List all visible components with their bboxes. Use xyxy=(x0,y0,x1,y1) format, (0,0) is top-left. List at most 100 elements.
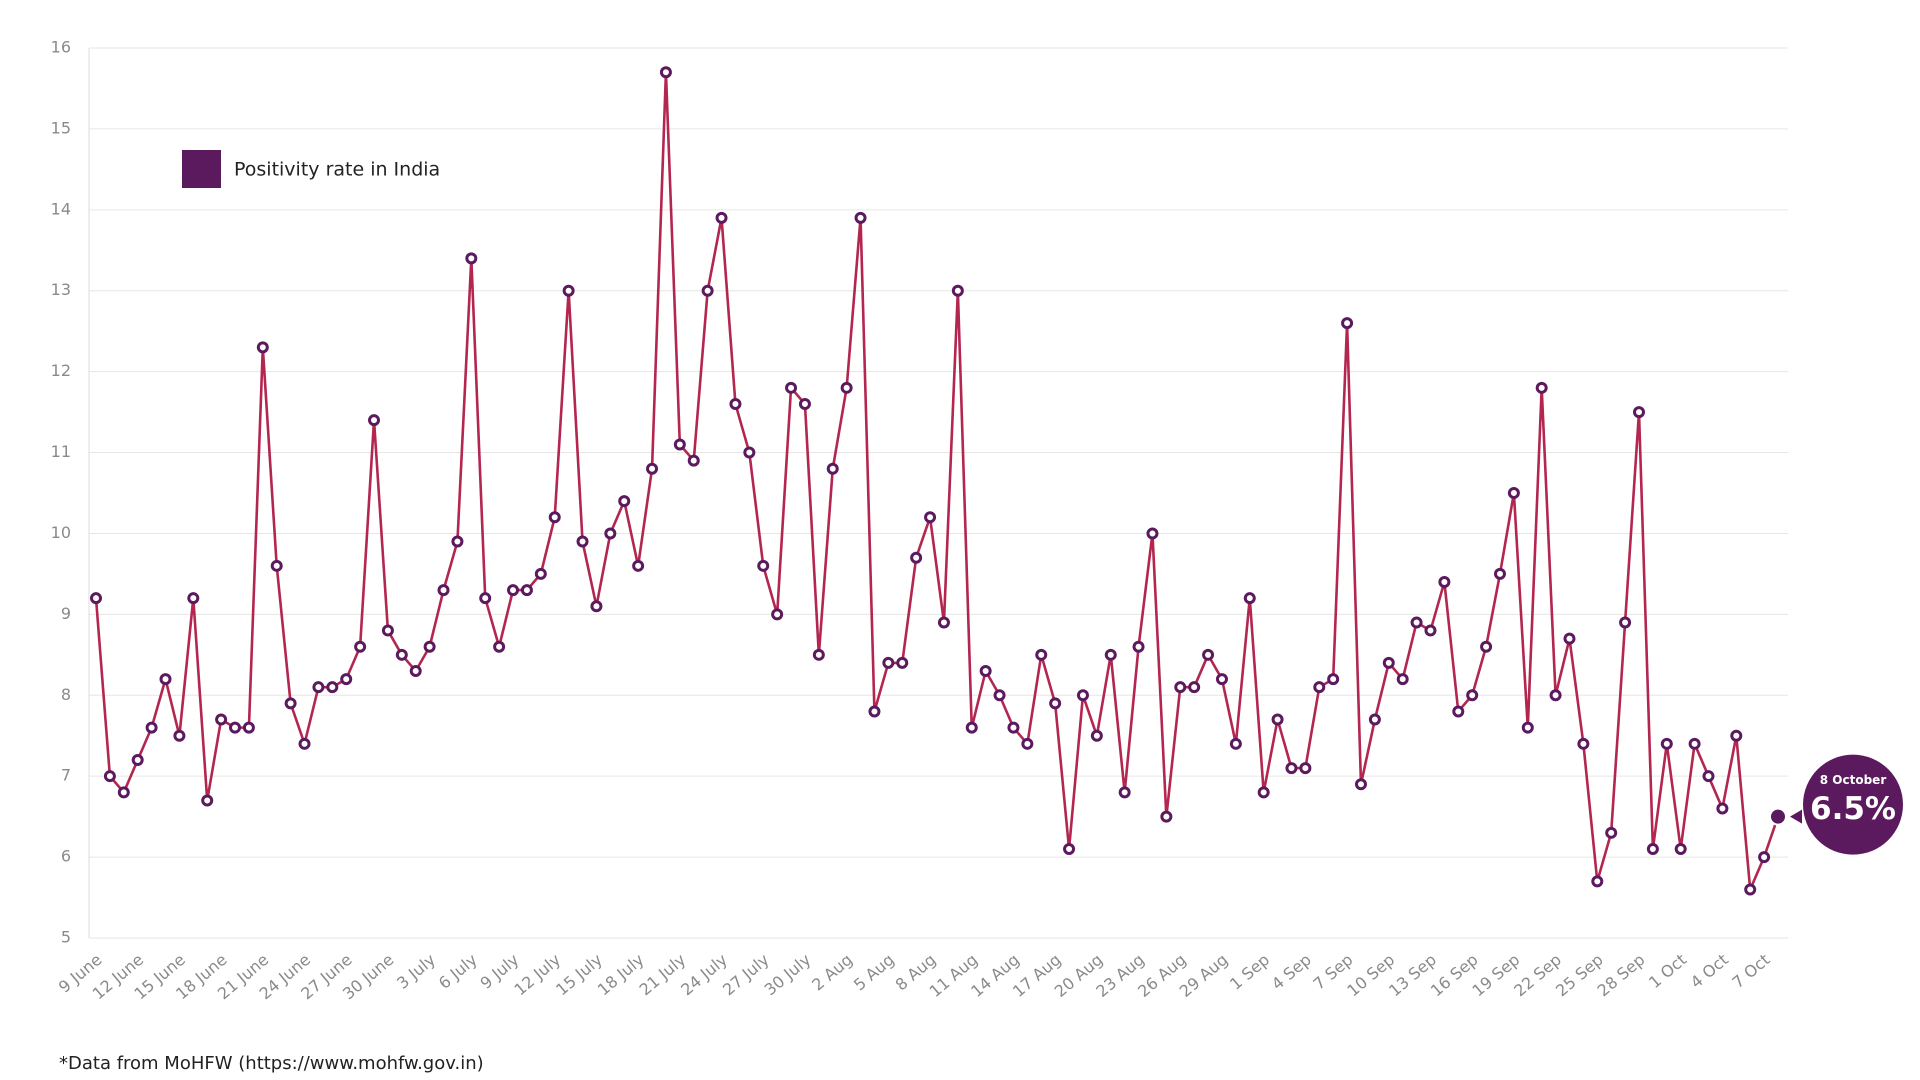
data-point xyxy=(1160,810,1173,823)
data-point xyxy=(910,551,923,564)
data-point xyxy=(368,414,381,427)
data-point xyxy=(896,656,909,669)
data-point xyxy=(562,284,575,297)
data-point xyxy=(409,665,422,677)
callout-title: 8 October xyxy=(1820,773,1887,787)
legend-swatch xyxy=(182,150,221,188)
y-tick-label: 5 xyxy=(61,928,71,947)
data-point xyxy=(90,592,102,605)
data-point xyxy=(381,624,394,637)
x-tick-label: 4 Oct xyxy=(1687,950,1732,992)
data-point xyxy=(451,535,464,548)
data-point xyxy=(1438,576,1451,588)
data-point xyxy=(1410,616,1423,629)
data-point xyxy=(812,648,825,661)
x-tick-label: 24 July xyxy=(677,950,731,999)
x-tick-label: 1 Oct xyxy=(1645,950,1690,992)
data-point xyxy=(1577,737,1590,750)
data-point xyxy=(1049,697,1062,710)
data-point xyxy=(1299,762,1312,775)
data-point xyxy=(757,559,770,572)
data-point xyxy=(1660,737,1673,750)
data-point xyxy=(479,592,492,605)
x-tick-label: 1 Sep xyxy=(1226,950,1273,994)
data-point xyxy=(1035,648,1048,661)
data-point xyxy=(604,527,617,540)
data-point xyxy=(1480,640,1493,653)
x-tick-label: 28 Sep xyxy=(1594,950,1649,1000)
data-point xyxy=(1146,527,1159,540)
data-point xyxy=(1521,721,1534,734)
data-point xyxy=(1605,826,1618,839)
data-point xyxy=(201,794,214,807)
data-point xyxy=(1619,616,1632,629)
data-point xyxy=(1271,713,1284,726)
data-point xyxy=(1202,648,1215,661)
data-point xyxy=(673,438,686,451)
data-point xyxy=(256,341,269,354)
y-tick-label: 9 xyxy=(61,604,71,623)
data-point xyxy=(312,681,325,694)
data-point xyxy=(715,211,728,224)
y-tick-label: 7 xyxy=(61,766,71,785)
data-point xyxy=(1466,689,1479,702)
last-point xyxy=(1769,807,1787,826)
data-point xyxy=(1243,592,1256,605)
data-point xyxy=(1549,689,1562,702)
x-tick-label: 18 July xyxy=(594,950,648,999)
data-point xyxy=(979,665,992,677)
data-point xyxy=(1313,681,1326,694)
data-point xyxy=(1229,737,1242,750)
footnote: *Data from MoHFW (https://www.mohfw.gov.… xyxy=(59,1053,484,1074)
data-point xyxy=(395,648,408,661)
data-line xyxy=(94,70,1780,891)
data-point xyxy=(1744,883,1757,896)
data-point xyxy=(270,559,283,572)
x-tick-label: 21 July xyxy=(636,950,690,999)
y-tick-label: 16 xyxy=(51,38,71,57)
data-point xyxy=(1188,681,1201,694)
data-point xyxy=(326,681,339,694)
data-point xyxy=(1507,487,1520,499)
data-point xyxy=(340,673,353,686)
data-point xyxy=(785,381,798,394)
data-point xyxy=(771,608,784,621)
data-point xyxy=(646,462,659,475)
data-point xyxy=(1646,843,1659,855)
data-point xyxy=(826,462,839,475)
value-label: 6.5% xyxy=(1810,791,1896,827)
data-point xyxy=(1174,681,1187,694)
x-tick-label: 3 July xyxy=(393,950,439,993)
data-point xyxy=(1007,721,1020,734)
data-point xyxy=(729,398,742,410)
data-point xyxy=(159,673,172,686)
y-tick-label: 11 xyxy=(51,442,71,461)
data-point xyxy=(1730,729,1743,742)
data-point xyxy=(1021,737,1034,750)
data-point xyxy=(1702,770,1715,783)
legend-label: Positivity rate in India xyxy=(234,159,440,181)
data-point xyxy=(465,252,478,265)
data-point xyxy=(493,640,506,653)
x-tick-label: 6 July xyxy=(435,950,481,993)
data-point xyxy=(284,697,297,710)
data-point xyxy=(1090,729,1103,742)
data-point xyxy=(1424,624,1437,637)
data-point xyxy=(534,567,547,580)
y-tick-label: 6 xyxy=(61,847,71,866)
data-point xyxy=(1632,406,1645,419)
data-point xyxy=(854,211,867,224)
data-point xyxy=(1396,673,1409,686)
data-point xyxy=(1716,802,1729,815)
x-tick-label: 29 Aug xyxy=(1176,950,1232,1001)
data-point xyxy=(117,786,130,799)
data-point xyxy=(1452,705,1465,718)
data-point xyxy=(1257,786,1270,799)
data-point xyxy=(1758,851,1771,864)
data-point xyxy=(437,584,450,597)
data-point xyxy=(1493,567,1506,580)
data-point xyxy=(145,721,158,734)
data-point xyxy=(1368,713,1381,726)
data-point xyxy=(868,705,881,718)
